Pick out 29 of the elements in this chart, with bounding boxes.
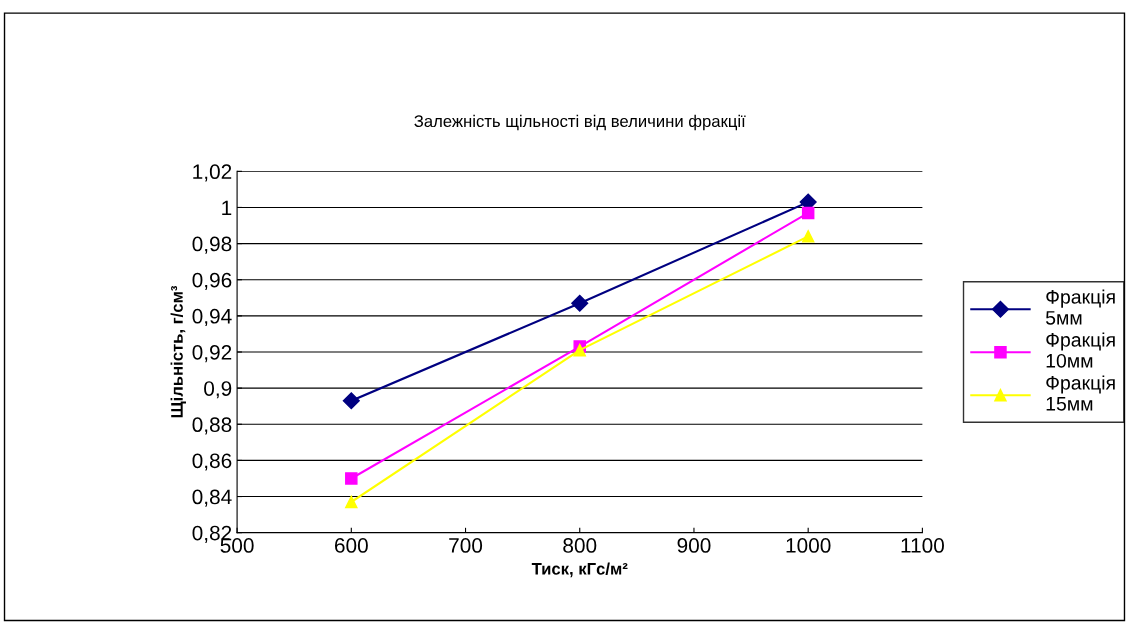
y-tick-label: 1 bbox=[222, 200, 232, 216]
x-tick-label: 700 bbox=[449, 538, 483, 553]
point bbox=[345, 495, 358, 509]
point bbox=[571, 294, 589, 312]
x-tick-label: 600 bbox=[334, 538, 368, 553]
y-tick-label: 0,94 bbox=[192, 308, 232, 327]
y-tick-label: 0,86 bbox=[192, 453, 232, 471]
point bbox=[801, 206, 815, 220]
legend-label: Фракція 15мм bbox=[1046, 375, 1115, 411]
y-tick-label: 0,88 bbox=[192, 417, 232, 435]
chart-title: Залежність щільності від величини фракції bbox=[414, 114, 746, 131]
y-tick-label: 0,9 bbox=[204, 381, 232, 399]
x-axis-title: Тиск, кГс/м² bbox=[531, 562, 628, 578]
point bbox=[342, 392, 360, 410]
y-tick-label: 0,92 bbox=[192, 345, 232, 363]
point bbox=[801, 230, 815, 243]
x-tick-label: 900 bbox=[677, 538, 711, 553]
legend-label: Фракція 5мм bbox=[1045, 289, 1115, 325]
x-tick-label: 1100 bbox=[901, 538, 944, 553]
y-tick-label: 0,98 bbox=[192, 236, 232, 254]
point bbox=[573, 343, 586, 357]
x-tick-label: 800 bbox=[563, 538, 597, 553]
legend-label: Фракція 10мм bbox=[1046, 332, 1115, 368]
y-tick-label: 1,02 bbox=[193, 164, 232, 182]
y-axis-title: Щільність, г/см³ bbox=[170, 285, 186, 418]
x-tick-label: 1000 bbox=[786, 538, 831, 553]
point bbox=[345, 472, 358, 485]
y-tick-label: 0,96 bbox=[192, 272, 232, 290]
y-tick-label: 0,84 bbox=[192, 489, 232, 507]
